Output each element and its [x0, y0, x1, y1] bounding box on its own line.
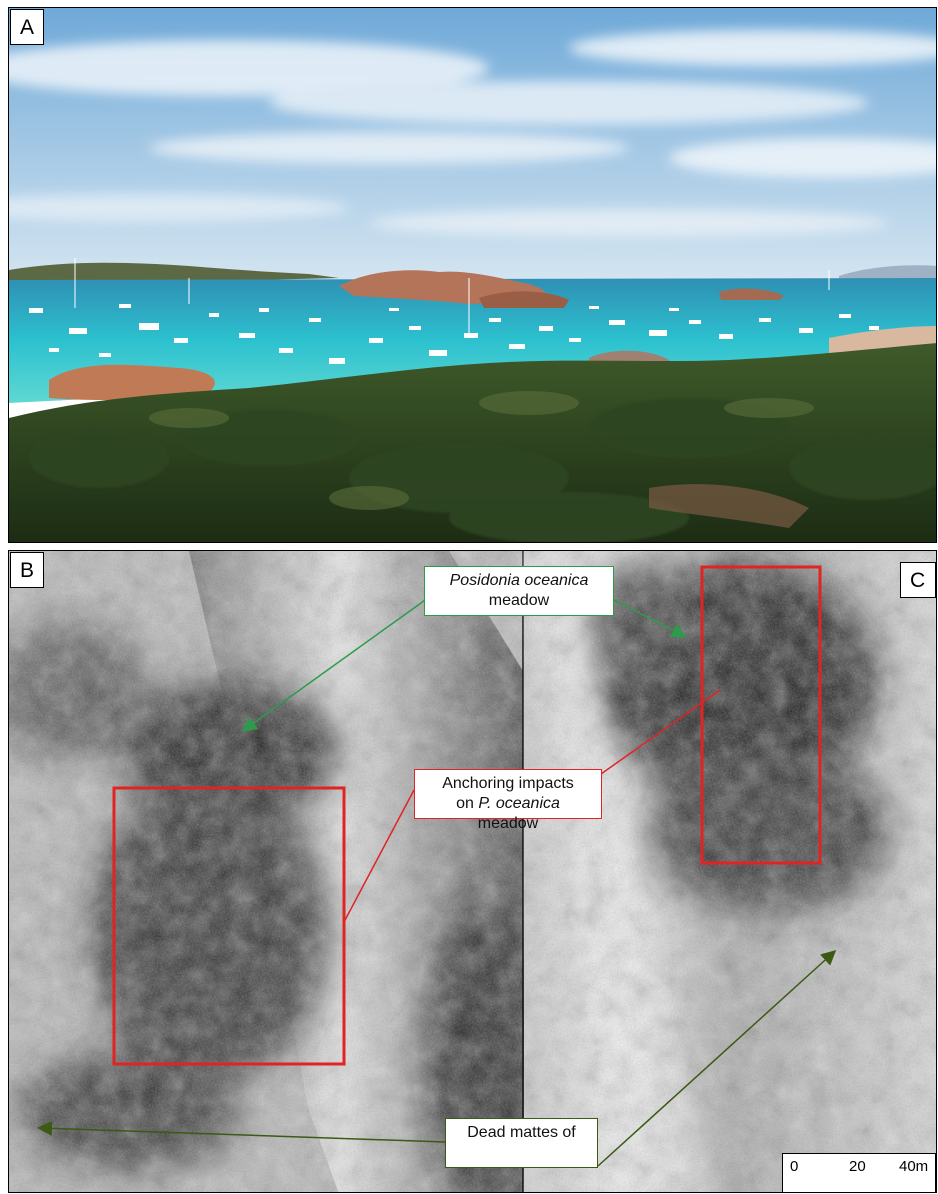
scale-tick-20: 20	[849, 1158, 866, 1175]
label-anchoring-species: P. oceanica	[478, 795, 560, 812]
rocky-islet-small	[479, 291, 569, 308]
label-anchoring-line1: Anchoring impacts	[442, 775, 574, 792]
label-posidonia-meadow: Posidonia oceanica meadow	[424, 566, 614, 616]
panel-letter-c: C	[900, 562, 936, 598]
label-anchoring-suffix: meadow	[477, 815, 539, 832]
shrub-highlights	[149, 391, 814, 510]
rocky-islet-right	[719, 288, 784, 300]
label-posidonia-line2: meadow	[488, 592, 550, 609]
dirt-patch	[649, 484, 809, 528]
label-posidonia-line1: Posidonia oceanica	[449, 572, 589, 589]
label-dead-mattes-line1: Dead mattes of	[467, 1124, 576, 1141]
panel-letter-b: B	[10, 552, 44, 588]
scale-tick-0: 0	[790, 1158, 799, 1175]
photo-panel-a	[8, 7, 937, 543]
clouds	[9, 30, 936, 237]
label-anchoring-line2: on P. oceanica meadow	[425, 794, 591, 834]
sonar-mosaic	[9, 551, 936, 1192]
boat-masts	[74, 258, 830, 334]
rock-foreground-left	[49, 364, 215, 400]
boats	[29, 304, 879, 364]
scale-bar: 0 20 40m	[782, 1153, 936, 1193]
sonar-c-grain	[524, 551, 936, 1192]
shrub-texture	[29, 398, 936, 542]
sonar-panel-bc	[8, 550, 937, 1193]
sonar-b-grain	[9, 551, 523, 1192]
label-dead-mattes: Dead mattes of	[445, 1118, 598, 1168]
label-anchoring-impacts: Anchoring impacts on P. oceanica meadow	[414, 769, 602, 832]
bay-photograph	[9, 8, 936, 542]
scale-tick-40m: 40m	[899, 1158, 929, 1175]
label-anchoring-prefix: on	[456, 795, 479, 812]
panel-letter-a: A	[10, 9, 44, 45]
